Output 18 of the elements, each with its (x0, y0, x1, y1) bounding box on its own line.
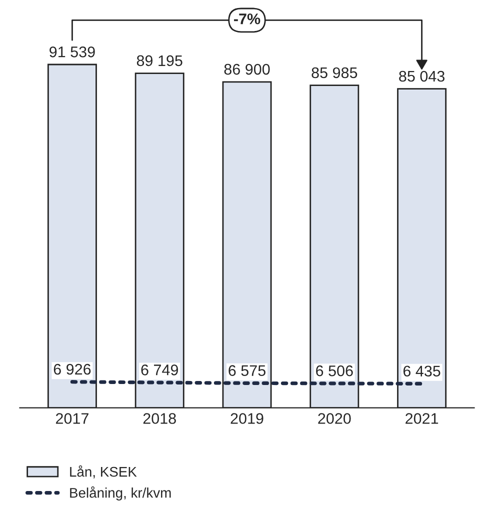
data-label: 89 195 (136, 55, 182, 66)
data-label: 86 900 (224, 64, 270, 75)
legend-label: Belåning, kr/kvm (70, 486, 171, 500)
data-label: 6 749 (141, 364, 178, 376)
x-tick-label: 2017 (56, 413, 88, 424)
data-label: 6 575 (228, 365, 266, 376)
data-label: 85 985 (312, 67, 358, 78)
x-tick-label: 2019 (230, 413, 264, 424)
annotation: -7% (234, 14, 260, 24)
x-tick-label: 2021 (406, 413, 438, 424)
data-label: 91 539 (50, 46, 95, 58)
data-label: 6 506 (316, 365, 353, 376)
x-tick-label: 2020 (318, 413, 351, 424)
data-label: 6 926 (54, 364, 91, 375)
legend-label: Lån, KSEK (70, 465, 137, 478)
data-label: 6 435 (403, 366, 440, 377)
data-label: 85 043 (399, 70, 444, 82)
x-tick-label: 2018 (143, 413, 176, 424)
